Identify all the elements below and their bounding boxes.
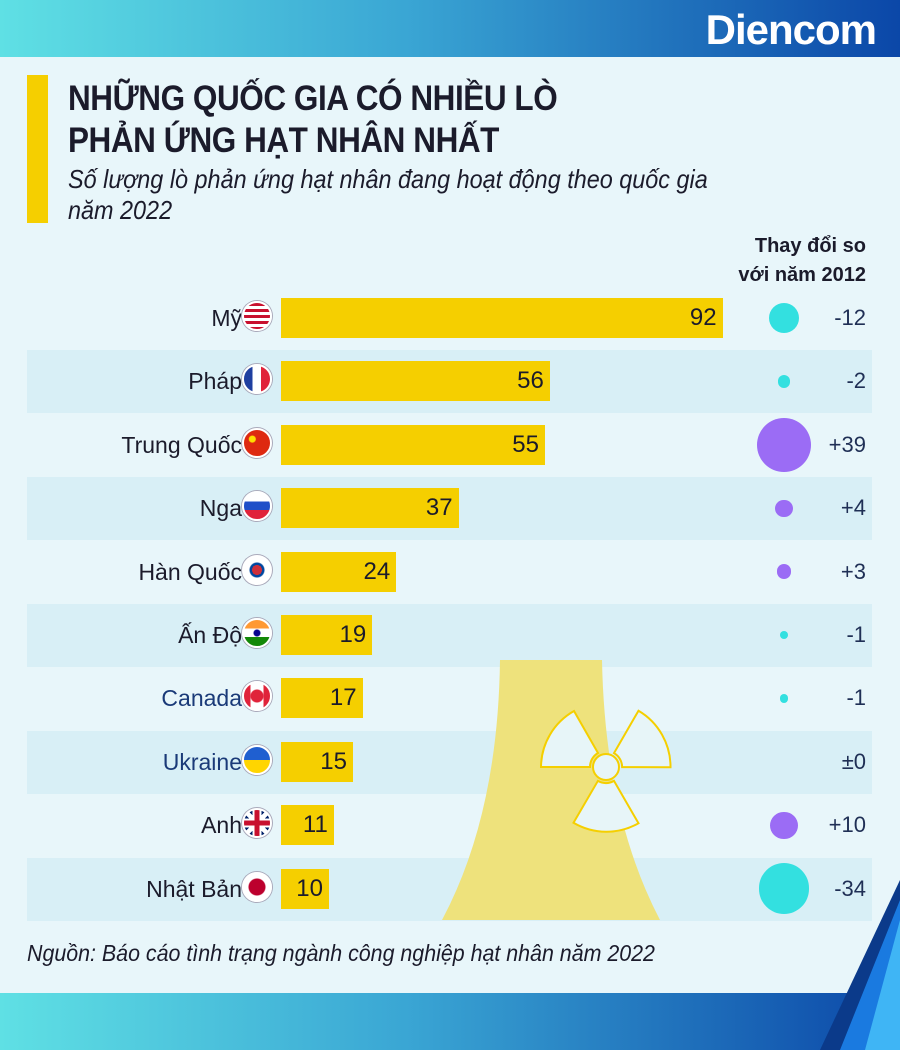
change-bubble (779, 630, 789, 640)
category-label: Hàn Quốc (138, 558, 242, 585)
bar-value-label: 92 (689, 304, 717, 331)
chart-subtitle: Số lượng lò phản ứng hạt nhân đang hoạt … (68, 164, 860, 226)
change-bubble (779, 694, 789, 703)
change-label: +4 (840, 495, 866, 521)
bar: 92 (281, 298, 723, 338)
category-label: Ấn Độ (178, 622, 242, 648)
change-label: ±0 (841, 748, 866, 774)
category-label: Canada (161, 685, 242, 712)
row-background (27, 730, 872, 794)
bar-value-label: 10 (296, 874, 323, 902)
change-bubble (775, 499, 793, 517)
brand-logo: Diencom (705, 6, 877, 53)
change-header-line: Thay đổi so (754, 235, 866, 257)
bar: 37 (281, 488, 459, 529)
flag-ua-icon (242, 744, 272, 775)
flag-ru-icon (242, 491, 272, 522)
flag-fr-icon (242, 364, 272, 395)
subtitle-line: Số lượng lò phản ứng hạt nhân đang hoạt … (68, 164, 708, 194)
bar-value-label: 19 (339, 621, 367, 648)
flag-ca-icon (242, 681, 272, 712)
bar-value-label: 37 (425, 494, 453, 522)
category-label: Ukraine (162, 748, 242, 775)
bar: 11 (281, 805, 334, 846)
title-line: PHẢN ỨNG HẠT NHÂN NHẤT (68, 121, 499, 160)
change-label: +10 (828, 812, 866, 838)
flag-jp-icon (242, 871, 272, 902)
change-label: +3 (840, 558, 866, 584)
subtitle-line: năm 2022 (68, 195, 173, 225)
change-bubble (777, 375, 791, 388)
flag-in-icon (242, 618, 272, 648)
bar: 19 (281, 615, 373, 655)
bar: 55 (281, 424, 545, 465)
corner-decoration (820, 880, 900, 1050)
change-label: +39 (828, 431, 866, 457)
category-label: Trung Quốc (121, 431, 242, 458)
change-label: -2 (846, 368, 866, 394)
title-accent (27, 75, 48, 223)
chart-title: NHỮNG QUỐC GIA CÓ NHIỀU LÒ PHẢN ỨNG HẠT N… (68, 78, 558, 162)
change-header: Thay đổi so với năm 2012 (738, 232, 866, 290)
bar: 24 (281, 551, 397, 592)
category-label: Nhật Bản (146, 875, 242, 902)
bar-value-label: 24 (363, 557, 391, 585)
row-background (27, 604, 872, 667)
change-bubble (757, 417, 811, 472)
header-bar: Diencom (0, 0, 900, 57)
change-bubble (758, 863, 810, 914)
reactor-illustration (442, 660, 672, 920)
bar: 15 (281, 741, 353, 782)
bar-value-label: 55 (512, 430, 539, 458)
footer-bar (0, 993, 900, 1050)
category-label: Mỹ (211, 305, 242, 331)
category-label: Nga (199, 495, 242, 522)
bar-value-label: 17 (329, 684, 357, 712)
flag-cn-icon (242, 427, 272, 458)
category-label: Pháp (188, 368, 242, 395)
source-note: Nguồn: Báo cáo tình trạng ngành công ngh… (27, 940, 655, 966)
bar-value-label: 56 (517, 367, 544, 395)
bar: 56 (281, 361, 550, 402)
change-label: -34 (834, 875, 866, 901)
bar-value-label: 11 (302, 811, 328, 839)
change-label: -1 (846, 685, 866, 711)
bar: 10 (281, 868, 329, 909)
flag-gb-icon (242, 808, 272, 839)
category-label: Anh (201, 812, 242, 839)
bar-value-label: 15 (320, 747, 347, 775)
change-label: -12 (834, 305, 866, 330)
bar: 17 (281, 678, 363, 719)
title-line: NHỮNG QUỐC GIA CÓ NHIỀU LÒ (68, 79, 558, 118)
change-label: -1 (846, 622, 866, 647)
change-bubble (770, 811, 798, 839)
flag-kr-icon (242, 554, 272, 585)
change-bubble (776, 564, 792, 580)
flag-us-icon (242, 301, 272, 331)
change-bubble (769, 303, 799, 333)
change-header-line: với năm 2012 (738, 264, 866, 286)
